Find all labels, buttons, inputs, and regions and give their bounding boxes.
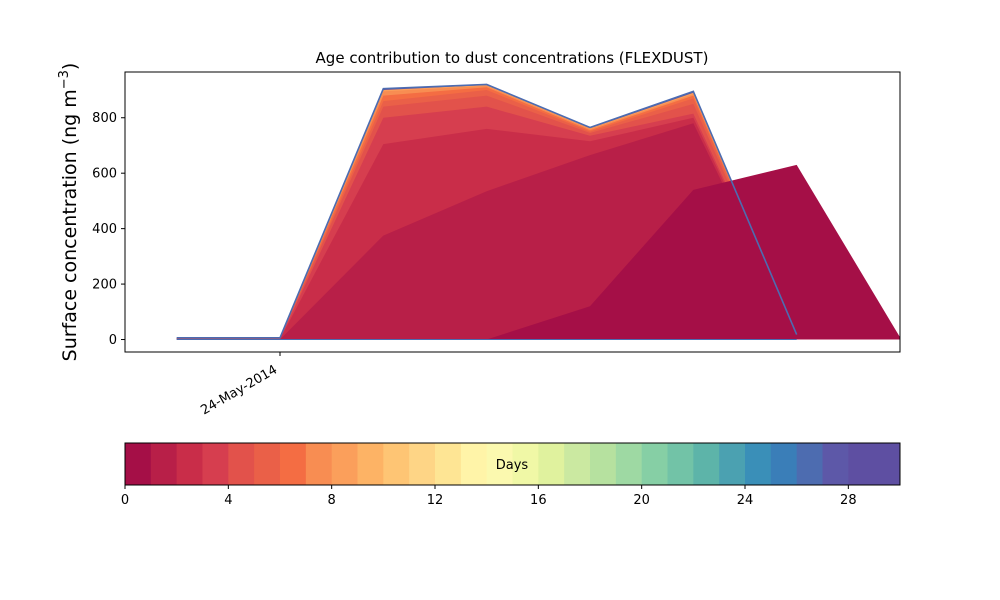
- colorbar-segment: [770, 443, 798, 485]
- colorbar-segment: [486, 443, 513, 485]
- colorbar-segment: [357, 443, 384, 485]
- colorbar-segment: [254, 443, 281, 485]
- colorbar-segment: [409, 443, 436, 485]
- colorbar-segment: [590, 443, 617, 485]
- colorbar-tick-label: 16: [530, 493, 547, 508]
- y-axis-label: Surface concentration (ng m−3): [57, 63, 81, 362]
- colorbar-segment: [331, 443, 358, 485]
- colorbar-label: Days: [496, 458, 529, 473]
- stacked-areas: [176, 83, 900, 341]
- colorbar-segment: [460, 443, 488, 485]
- colorbar-segment: [176, 443, 203, 485]
- y-tick-label: 400: [92, 222, 117, 237]
- colorbar-segment: [305, 443, 333, 485]
- y-axis: 0 200 400 600 800: [92, 111, 125, 348]
- colorbar-segment: [228, 443, 255, 485]
- plot-frame: [124, 71, 901, 353]
- chart-title: Age contribution to dust concentrations …: [316, 49, 709, 67]
- colorbar-frame: [124, 442, 901, 486]
- colorbar-segment: [848, 443, 875, 485]
- colorbar-segment: [667, 443, 694, 485]
- colorbar-segment: [796, 443, 823, 485]
- x-axis: 24-May-2014: [198, 352, 281, 418]
- colorbar-segment: [719, 443, 746, 485]
- y-tick-label: 200: [92, 278, 117, 293]
- colorbar-segment: [383, 443, 410, 485]
- colorbar-tick-label: 4: [224, 493, 232, 508]
- y-tick-label: 0: [109, 333, 117, 348]
- y-tick-label: 800: [92, 111, 117, 126]
- colorbar-segment: [874, 443, 901, 485]
- y-tick-label: 600: [92, 167, 117, 182]
- total-outline: [176, 83, 798, 339]
- colorbar-segment: [125, 443, 152, 485]
- colorbar-segment: [512, 443, 539, 485]
- colorbar-segment: [745, 443, 772, 485]
- colorbar-segment: [202, 443, 229, 485]
- colorbar: 0 4 8 12 16 20 24 28: [121, 442, 901, 508]
- x-tick-label: 24-May-2014: [198, 362, 280, 418]
- colorbar-tick-label: 28: [840, 493, 857, 508]
- colorbar-segment: [435, 443, 462, 485]
- colorbar-segment: [822, 443, 849, 485]
- colorbar-segment: [150, 443, 178, 485]
- colorbar-segment: [280, 443, 307, 485]
- area-layer-age-0: [176, 164, 900, 340]
- colorbar-segment: [538, 443, 565, 485]
- colorbar-tick-label: 8: [328, 493, 336, 508]
- colorbar-segment: [615, 443, 643, 485]
- colorbar-tick-label: 20: [633, 493, 650, 508]
- colorbar-segment: [693, 443, 720, 485]
- colorbar-segment: [564, 443, 591, 485]
- colorbar-segment: [641, 443, 668, 485]
- colorbar-tick-label: 24: [737, 493, 754, 508]
- colorbar-tick-label: 12: [427, 493, 444, 508]
- colorbar-tick-label: 0: [121, 493, 129, 508]
